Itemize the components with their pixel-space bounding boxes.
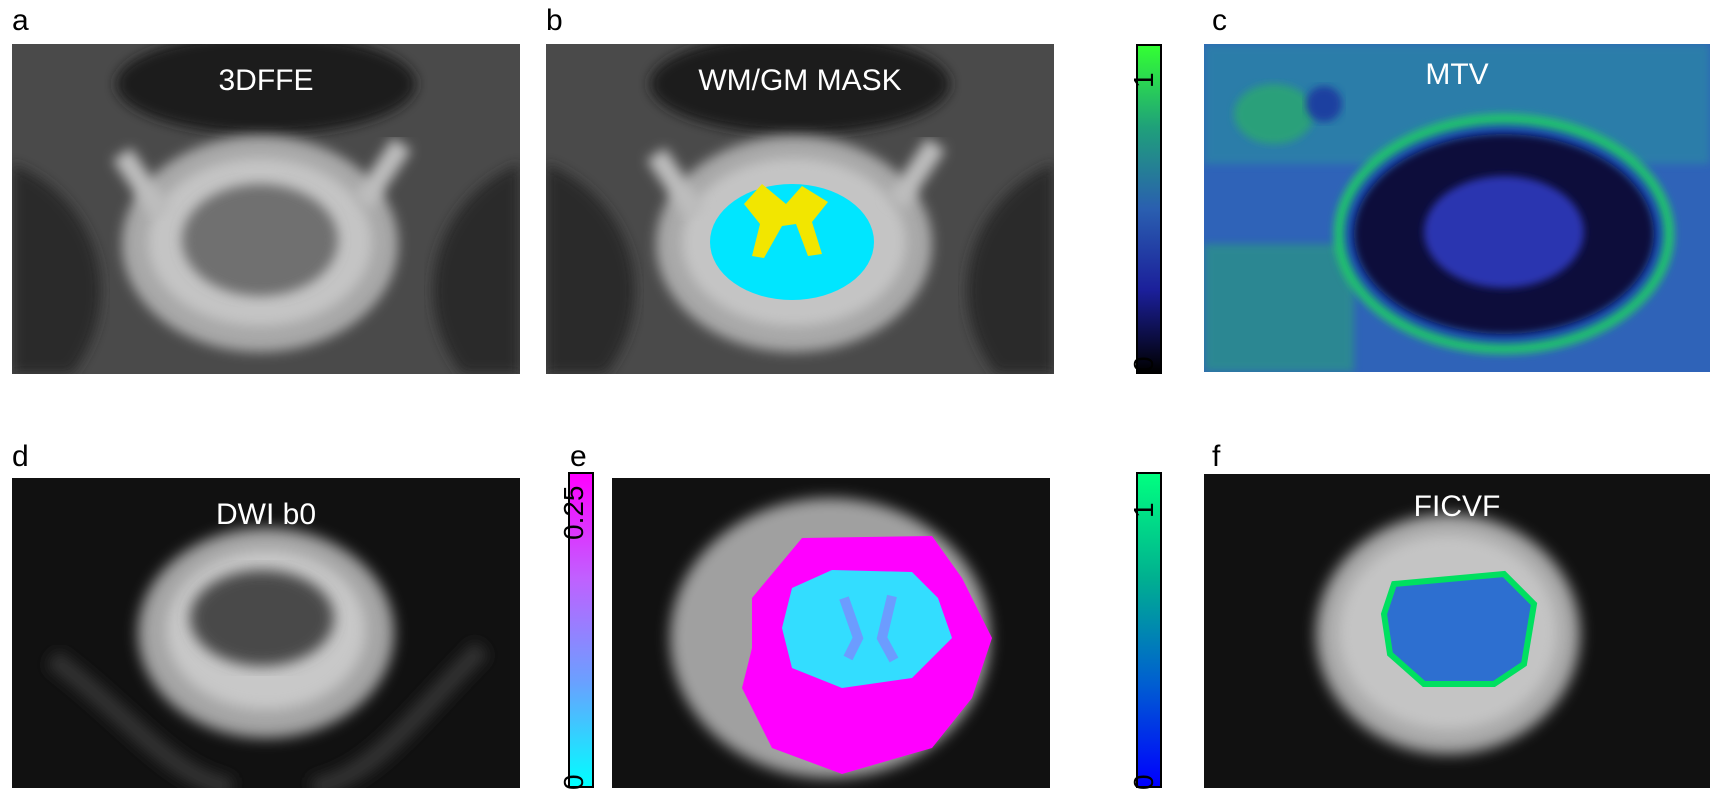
panel-letter-f: f — [1212, 440, 1221, 473]
panel-b-mask-image: WM/GM MASK — [546, 44, 1054, 374]
gm-mask-region — [744, 184, 828, 258]
panel-letter-d: d — [12, 440, 29, 473]
ficvf-colorbar-min-label: 0 — [1128, 774, 1159, 790]
panel-d-title: DWI b0 — [215, 498, 317, 531]
mtv-colorbar-max-label: 1 — [1128, 72, 1159, 88]
wm-mask-region — [710, 184, 874, 300]
mtv-colorbar — [1136, 44, 1162, 374]
ficvf-colorbar-max-label: 1 — [1128, 502, 1159, 518]
e-colorbar-max-label: 0.25 — [558, 485, 589, 541]
panel-letter-a: a — [12, 4, 29, 37]
panel-a-3dffe-image: 3DFFE — [12, 44, 520, 374]
e-inner-region — [782, 570, 952, 688]
mtv-colorbar-min-label: 0 — [1128, 356, 1159, 372]
panel-letter-b: b — [546, 4, 563, 37]
panel-b-title: WM/GM MASK — [698, 64, 902, 97]
panel-f-ficvf-image: FICVF — [1204, 474, 1710, 788]
panel-c-mtv-image: MTV — [1204, 44, 1710, 372]
panel-d-dwi-b0-image: DWI b0 — [12, 478, 520, 788]
panel-letter-e: e — [570, 440, 587, 473]
ficvf-colorbar — [1136, 472, 1162, 788]
panel-e-map-image — [612, 478, 1050, 788]
panel-a-title: 3DFFE — [218, 64, 314, 97]
panel-f-title: FICVF — [1413, 490, 1501, 523]
e-colorbar — [568, 472, 594, 788]
ficvf-cord-region — [1380, 570, 1538, 687]
e-colorbar-min-label: 0 — [558, 774, 589, 790]
panel-c-title: MTV — [1425, 58, 1489, 91]
panel-letter-c: c — [1212, 4, 1227, 37]
